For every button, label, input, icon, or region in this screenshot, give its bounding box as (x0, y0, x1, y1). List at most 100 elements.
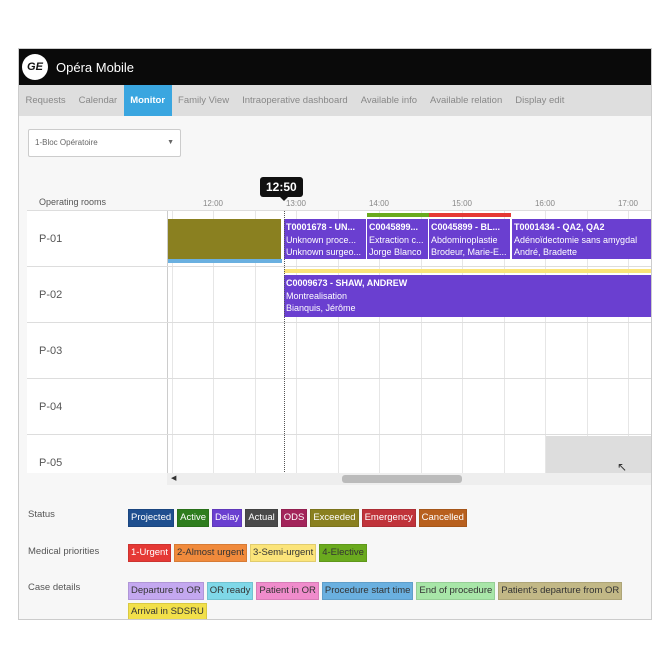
room-row: P-04 (27, 379, 651, 435)
case-procedure: Adénoïdectomie sans amygdal (514, 234, 638, 245)
grid-line (254, 211, 256, 473)
tab-family-view[interactable]: Family View (178, 95, 230, 106)
case-block[interactable]: T0001678 - UN... Unknown proce... Unknown … (284, 219, 367, 259)
grid-line (545, 211, 546, 473)
unavailable-slot (546, 436, 651, 473)
time-tick: 15:00 (451, 199, 473, 208)
grid-line (503, 211, 505, 473)
case-title: C0045899 - BL... (431, 222, 501, 232)
case-procedure: Abdominoplastie (431, 234, 498, 245)
horizontal-scrollbar[interactable]: ◀ (167, 473, 651, 485)
legend-chip: 4-Elective (319, 544, 367, 562)
legend-case-details: Departure to OR OR ready Patient in OR Proc… (128, 582, 648, 619)
case-procedure: Unknown proce... (286, 234, 357, 245)
now-line (284, 211, 285, 473)
block-selector[interactable]: 1-Bloc Opératoire ▼ (28, 129, 181, 157)
tab-calendar[interactable]: Calendar (78, 95, 118, 106)
scroll-left-icon[interactable]: ◀ (171, 475, 177, 482)
case-block[interactable]: C0045899... Extraction c... Jorge Blanco (367, 219, 429, 259)
legend-chip: ODS (280, 509, 308, 527)
priority-urgent-bar (429, 213, 511, 217)
case-title: T0001678 - UN... (286, 222, 356, 232)
grid-line (420, 211, 422, 473)
app-header: GE Opéra Mobile (19, 49, 651, 85)
legend-priorities: 1-Urgent 2-Almost urgent 3-Semi-urgent 4-El… (128, 544, 648, 562)
room-row: P-03 (27, 323, 651, 379)
legend-chip: Exceeded (310, 509, 359, 527)
case-surgeon: Bianquis, Jérôme (286, 303, 356, 313)
legend-case-details-label: Case details (28, 582, 81, 593)
legend-chip: Procedure start time (321, 582, 414, 600)
legend-chip: Patient in OR (256, 582, 319, 600)
priority-elective-bar (367, 213, 429, 217)
legend-chip: 3-Semi-urgent (250, 544, 317, 562)
time-tick: 16:00 (534, 199, 556, 208)
legend-chip: Projected (128, 509, 175, 527)
tab-monitor[interactable]: Monitor (123, 85, 172, 116)
scrollbar-thumb[interactable] (342, 475, 462, 483)
tab-available-relation[interactable]: Available relation (430, 95, 503, 106)
room-label: P-04 (39, 401, 63, 413)
case-procedure: Montrealisation (286, 290, 348, 301)
app-title: Opéra Mobile (56, 59, 135, 75)
room-label: P-03 (39, 345, 63, 357)
legend-priorities-label: Medical priorities (28, 546, 100, 557)
timeline-grid: P-01 P-02 P-03 P-04 P-05 T0001678 - UN... Unkn… (27, 210, 651, 473)
grid-line (171, 211, 173, 473)
nav-tabs: Requests Calendar Monitor Family View Intrao… (19, 85, 651, 116)
case-title: C0009673 - SHAW, ANDREW (286, 278, 408, 288)
exceeded-case-block[interactable] (168, 219, 282, 259)
grid-line (462, 211, 463, 473)
tab-intraoperative-dashboard[interactable]: Intraoperative dashboard (242, 95, 348, 106)
tab-requests[interactable]: Requests (25, 95, 66, 106)
grid-line (296, 211, 297, 473)
legend-chip: Delay (212, 509, 243, 527)
room-row: P-01 (27, 211, 651, 267)
legend-chip: 2-Almost urgent (173, 544, 248, 562)
tab-display-edit[interactable]: Display edit (515, 95, 565, 106)
legend-chip: Emergency (361, 509, 416, 527)
legend-chip: Active (177, 509, 210, 527)
current-time-marker: 12:50 (260, 177, 303, 201)
room-column-divider (167, 211, 168, 473)
legend-chip: OR ready (206, 582, 254, 600)
grid-line (379, 211, 380, 473)
case-surgeon: Jorge Blanco (369, 247, 422, 257)
legend-chip: Patient's departure from OR (498, 582, 623, 600)
time-tick: 17:00 (617, 199, 639, 208)
room-label: P-02 (39, 289, 63, 301)
grid-line (628, 211, 629, 473)
case-procedure: Extraction c... (369, 234, 424, 245)
room-label: P-01 (39, 233, 63, 245)
case-title: T0001434 - QA2, QA2 (514, 222, 605, 232)
room-label: P-05 (39, 457, 63, 469)
legend-status: Projected Active Delay Actual ODS Exceeded Eme… (128, 509, 648, 527)
case-block[interactable]: C0045899 - BL... Abdominoplastie Brodeur, … (429, 219, 511, 259)
time-tick: 13:00 (285, 199, 307, 208)
time-tick: 14:00 (368, 199, 390, 208)
case-title: C0045899... (369, 222, 419, 232)
mouse-cursor-icon: ↖ (617, 460, 628, 474)
tab-available-info[interactable]: Available info (360, 95, 418, 106)
grid-line (586, 211, 588, 473)
case-surgeon: André, Bradette (514, 247, 578, 257)
case-block[interactable]: T0001434 - QA2, QA2 Adénoïdectomie sans a… (512, 219, 651, 259)
legend-chip: Cancelled (418, 509, 467, 527)
app-window: GE Opéra Mobile Requests Calendar Monitor F… (18, 48, 652, 620)
time-tick: 12:00 (202, 199, 224, 208)
procedure-start-bar (168, 259, 282, 263)
rooms-header: Operating rooms (39, 197, 107, 207)
case-block[interactable]: C0009673 - SHAW, ANDREW Montrealisation Bi… (284, 275, 651, 317)
priority-semi-urgent-bar (284, 269, 651, 273)
grid-line (213, 211, 214, 473)
ge-logo: GE (22, 54, 48, 80)
room-row: P-02 (27, 267, 651, 323)
room-row: P-05 (27, 435, 651, 473)
legend-chip: Actual (245, 509, 278, 527)
legend-status-label: Status (28, 509, 55, 520)
legend-chip: Departure to OR (128, 582, 204, 600)
chevron-down-icon: ▼ (167, 139, 174, 146)
grid-line (337, 211, 339, 473)
case-surgeon: Unknown surgeo... (286, 247, 362, 257)
legend-chip: Arrival in SDSRU (128, 603, 207, 619)
